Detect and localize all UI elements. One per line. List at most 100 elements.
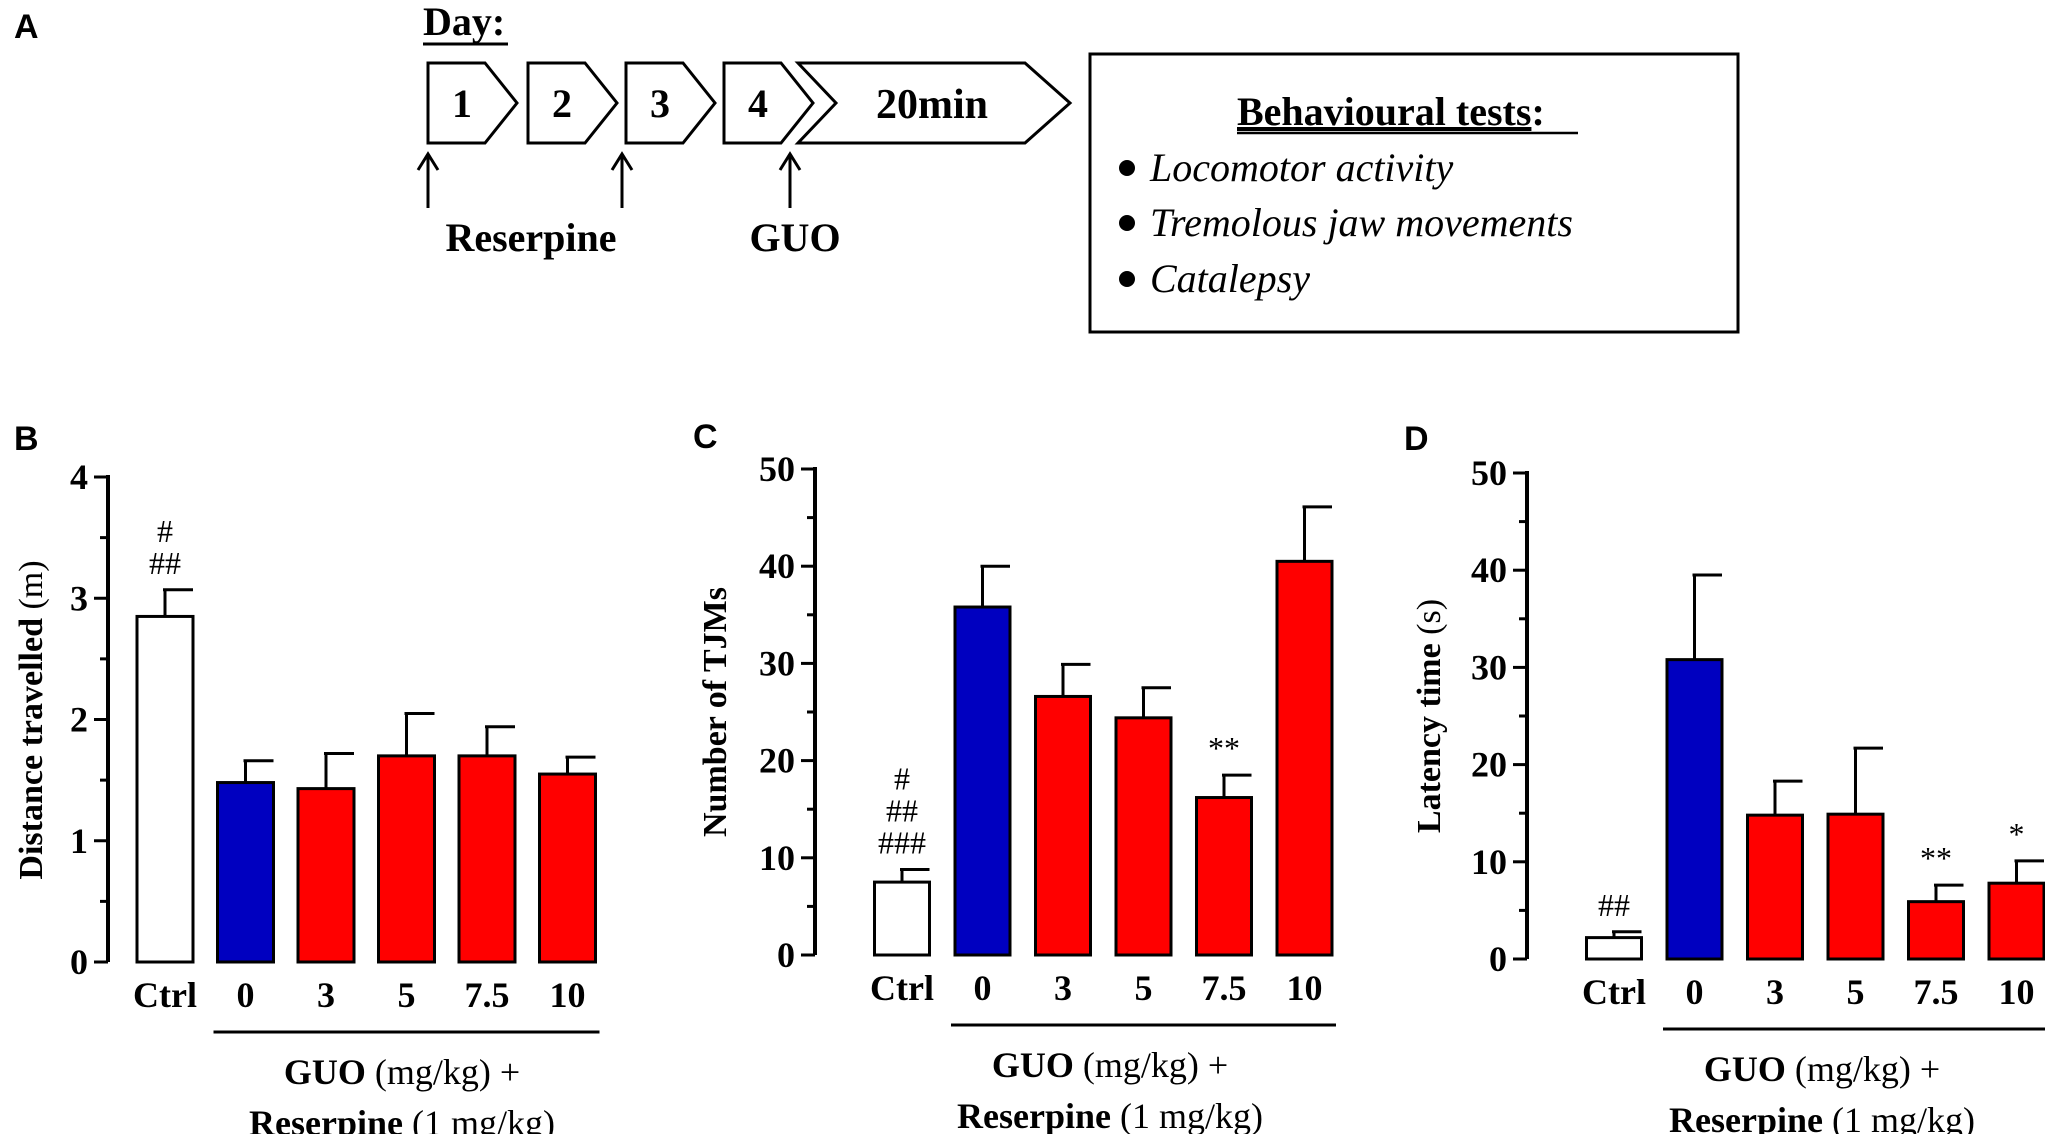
x-tick-label: 0 <box>974 968 992 1008</box>
bar-7.5 <box>457 754 517 964</box>
bar-10 <box>1275 559 1334 957</box>
x-tick-label: 10 <box>550 975 586 1015</box>
y-tick-label: 0 <box>1489 939 1507 979</box>
panel-letter: C <box>693 418 718 456</box>
y-tick-label: 40 <box>759 546 795 586</box>
significance-mark: # <box>157 513 173 549</box>
bar-Ctrl <box>1585 936 1643 961</box>
significance-mark: ** <box>1208 730 1240 766</box>
bar-0 <box>953 605 1012 957</box>
y-axis-label: Number of TJMs <box>697 587 734 837</box>
x-tick-label: 7.5 <box>1914 972 1959 1012</box>
y-tick-label: 10 <box>759 838 795 878</box>
y-tick-label: 1 <box>70 821 88 861</box>
step-1-label: 1 <box>452 81 472 126</box>
x-tick-label: 0 <box>237 975 255 1015</box>
group-label-reserpine: Reserpine (1 mg/kg) <box>957 1096 1263 1134</box>
significance-mark: ## <box>149 545 181 581</box>
x-tick-label: 3 <box>1054 968 1072 1008</box>
y-tick-label: 50 <box>759 449 795 489</box>
tests-title: Behavioural tests: <box>1237 89 1545 134</box>
chart-d: D 0 10 20 30 40 50 Latency time (s) Ctrl ## 0 3 5 7.5… <box>1404 420 2045 1134</box>
panel-letter: D <box>1404 420 1429 458</box>
x-tick-label: Ctrl <box>870 968 934 1008</box>
reserpine-label: Reserpine <box>445 215 616 260</box>
bar-5 <box>1114 716 1173 957</box>
x-tick-label: 7.5 <box>1202 968 1247 1008</box>
bar-Ctrl <box>873 880 931 957</box>
step-3-arrow <box>624 61 717 145</box>
x-tick-label: 3 <box>1766 972 1784 1012</box>
x-tick-label: 7.5 <box>465 975 510 1015</box>
x-tick-label: 10 <box>1287 968 1323 1008</box>
bar-Ctrl <box>135 614 195 964</box>
test-item-tjm: Tremolous jaw movements <box>1150 200 1573 245</box>
y-tick-label: 40 <box>1471 550 1507 590</box>
significance-mark: ### <box>878 824 926 860</box>
step-2-label: 2 <box>552 81 572 126</box>
step-20min-arrow <box>794 61 1073 145</box>
y-tick-label: 0 <box>70 942 88 982</box>
guo-arrow <box>778 151 802 208</box>
y-tick-label: 30 <box>759 643 795 683</box>
panel-a-letter: A <box>14 8 39 46</box>
y-tick-label: 3 <box>70 578 88 618</box>
bar-3 <box>1034 694 1092 957</box>
y-axis-label: Distance travelled (m) <box>13 560 50 879</box>
group-label-reserpine: Reserpine (1 mg/kg) <box>249 1103 555 1134</box>
group-label-guo: GUO (mg/kg) + <box>1704 1049 1940 1089</box>
y-tick-label: 20 <box>1471 745 1507 785</box>
test-item-catalepsy: Catalepsy <box>1150 256 1310 301</box>
test-item-locomotor: Locomotor activity <box>1149 145 1454 190</box>
y-tick-label: 4 <box>70 457 88 497</box>
panel-letter: B <box>14 420 39 458</box>
step-4-label: 4 <box>748 81 768 126</box>
tests-box <box>1088 52 1740 334</box>
bar-10 <box>1987 881 2045 961</box>
day-label: Day: <box>423 0 505 44</box>
bullet-icon <box>1119 215 1135 231</box>
bar-7.5 <box>1195 796 1253 957</box>
significance-mark: # <box>894 760 910 796</box>
bar-0 <box>216 781 275 964</box>
step-3-label: 3 <box>650 81 670 126</box>
group-label-guo: GUO (mg/kg) + <box>992 1045 1228 1085</box>
significance-mark: ** <box>1920 840 1952 876</box>
bar-3 <box>1746 813 1804 961</box>
significance-mark: ## <box>1598 887 1630 923</box>
x-tick-label: 5 <box>398 975 416 1015</box>
y-tick-label: 0 <box>777 935 795 975</box>
bullet-icon <box>1119 160 1135 176</box>
group-label-guo: GUO (mg/kg) + <box>284 1052 520 1092</box>
y-tick-label: 50 <box>1471 453 1507 493</box>
y-tick-label: 20 <box>759 741 795 781</box>
x-tick-label: 5 <box>1847 972 1865 1012</box>
bullet-icon <box>1119 271 1135 287</box>
bar-7.5 <box>1907 900 1965 961</box>
reserpine-arrow-1 <box>416 151 440 208</box>
panel-a: A Day: 1 2 3 4 20min Reserpine GUO <box>14 0 1740 334</box>
y-tick-label: 30 <box>1471 647 1507 687</box>
x-tick-label: 10 <box>1999 972 2035 1012</box>
y-axis-label: Latency time (s) <box>1411 599 1448 833</box>
significance-mark: ## <box>886 792 918 828</box>
x-tick-label: Ctrl <box>133 975 197 1015</box>
step-4-arrow <box>722 61 815 145</box>
step-1-arrow <box>426 61 519 145</box>
bar-0 <box>1665 658 1724 961</box>
bar-3 <box>296 787 356 964</box>
reserpine-arrow-2 <box>610 151 634 208</box>
step-2-arrow <box>526 61 619 145</box>
y-tick-label: 2 <box>70 700 88 740</box>
guo-label: GUO <box>749 215 840 260</box>
bar-5 <box>377 754 436 964</box>
x-tick-label: 3 <box>317 975 335 1015</box>
y-tick-label: 10 <box>1471 842 1507 882</box>
x-tick-label: Ctrl <box>1582 972 1646 1012</box>
group-label-reserpine: Reserpine (1 mg/kg) <box>1669 1100 1975 1134</box>
bar-5 <box>1826 812 1885 961</box>
step-20min-label: 20min <box>876 82 988 128</box>
